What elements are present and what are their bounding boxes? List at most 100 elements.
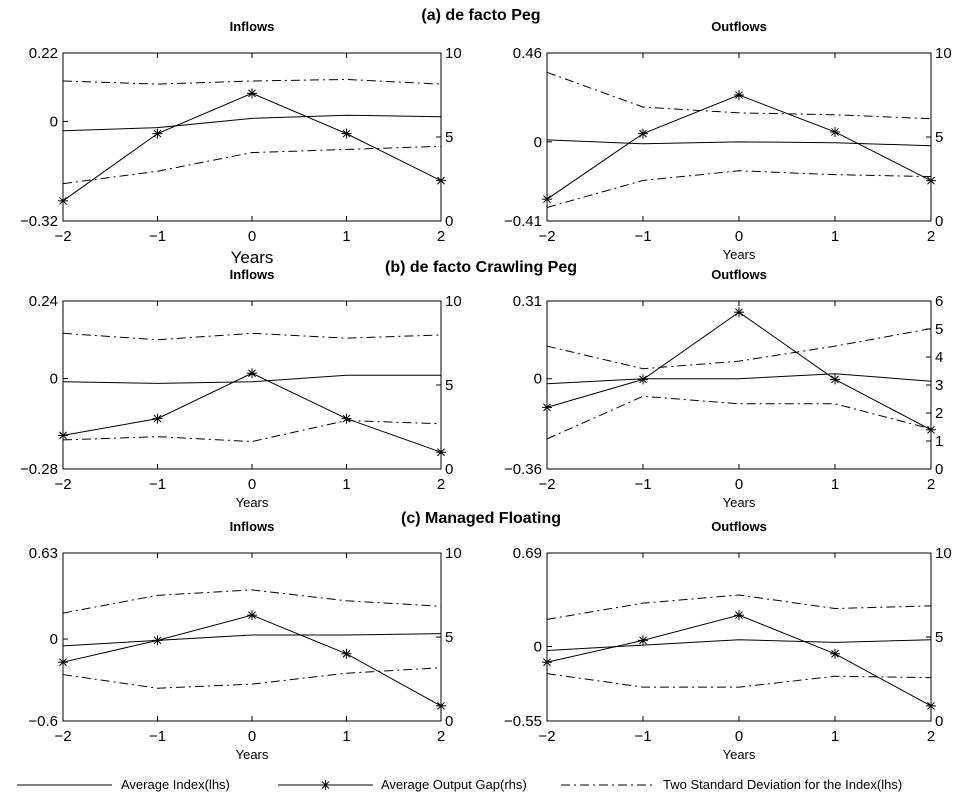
x-tick-label: −2 bbox=[538, 476, 555, 493]
series-point-output-gap bbox=[830, 126, 840, 137]
series-point-output-gap bbox=[542, 194, 552, 205]
y-right-tick-label: 0 bbox=[935, 713, 943, 730]
panel-peg-outflows: Outflows −2 −1 0 1 2 Years −0.41 0 0.46 0 5 10 bbox=[504, 19, 952, 262]
y-left-tick-label: 0.31 bbox=[513, 293, 542, 310]
panel-title: Outflows bbox=[711, 19, 767, 34]
axes-box bbox=[546, 52, 932, 222]
section-title-a: (a) de facto Peg bbox=[421, 7, 540, 24]
series-point-output-gap bbox=[830, 648, 840, 659]
x-tick-label: 2 bbox=[437, 228, 445, 245]
y-right-tick-label: 0 bbox=[935, 461, 943, 478]
x-tick-label: 2 bbox=[437, 728, 445, 745]
y-right-tick-label: 0 bbox=[445, 713, 453, 730]
x-tick-label: −1 bbox=[634, 228, 651, 245]
series-point-output-gap bbox=[638, 128, 648, 139]
series-line-std-band bbox=[546, 71, 932, 120]
axes-box bbox=[62, 52, 442, 222]
x-tick-label: 1 bbox=[342, 476, 350, 493]
series-line-std-band bbox=[62, 589, 442, 614]
series-point-output-gap bbox=[247, 368, 257, 379]
x-tick-label: −1 bbox=[149, 228, 166, 245]
panel-title: Inflows bbox=[230, 519, 275, 534]
series-line-output-gap bbox=[546, 614, 932, 707]
legend-item-average-output-gap: Average Output Gap(rhs) bbox=[278, 777, 527, 792]
y-right-tick-label: 10 bbox=[935, 45, 952, 62]
series-point-output-gap bbox=[734, 90, 744, 100]
x-tick-label: −2 bbox=[54, 476, 71, 493]
y-left-tick-label: 0 bbox=[534, 134, 542, 151]
panel-crawling-inflows: Inflows −2 −1 0 1 2 Years −0.28 0 0.24 0 5 10 bbox=[20, 267, 462, 510]
series-line-average-index bbox=[62, 374, 441, 384]
series-line-std-band bbox=[546, 673, 932, 688]
series-point-output-gap bbox=[341, 648, 352, 659]
series-point-output-gap bbox=[734, 307, 744, 318]
x-tick-label: 1 bbox=[831, 228, 839, 245]
series-point-output-gap bbox=[926, 424, 936, 435]
series-line-output-gap bbox=[546, 311, 932, 431]
axes-box bbox=[546, 552, 932, 722]
y-left-tick-label: 0 bbox=[50, 631, 58, 648]
x-tick-label: 2 bbox=[437, 476, 445, 493]
y-right-tick-label: 5 bbox=[445, 377, 453, 394]
series-line-average-index bbox=[546, 639, 932, 652]
x-axis-label: Years bbox=[723, 495, 756, 510]
legend-label-average-output-gap: Average Output Gap(rhs) bbox=[381, 777, 527, 792]
y-left-tick-label: −0.36 bbox=[504, 461, 542, 478]
series-line-output-gap bbox=[62, 92, 442, 202]
series-point-output-gap bbox=[638, 635, 648, 646]
x-tick-label: 1 bbox=[831, 476, 839, 493]
y-right-tick-label: 5 bbox=[935, 629, 943, 646]
series-point-output-gap bbox=[247, 610, 257, 621]
y-left-tick-label: −0.55 bbox=[504, 713, 542, 730]
series-point-output-gap bbox=[152, 413, 163, 424]
panel-title: Inflows bbox=[230, 267, 275, 282]
section-title-c: (c) Managed Floating bbox=[401, 510, 561, 527]
y-right-tick-label: 0 bbox=[445, 461, 453, 478]
x-axis-label: Years bbox=[236, 747, 269, 762]
x-tick-label: −2 bbox=[538, 228, 555, 245]
panel-managed-outflows: Outflows −2 −1 0 1 2 Years −0.55 0 0.69 0 5 10 bbox=[504, 519, 952, 762]
y-right-tick-label: 5 bbox=[935, 321, 943, 338]
y-right-tick-label: 0 bbox=[445, 213, 453, 230]
y-right-tick-label: 10 bbox=[445, 45, 462, 62]
axes-box bbox=[62, 552, 442, 722]
legend-item-two-std-dev: Two Standard Deviation for the Index(lhs… bbox=[561, 777, 902, 792]
panel-title: Outflows bbox=[711, 267, 767, 282]
y-left-tick-label: 0.24 bbox=[29, 293, 58, 310]
x-tick-label: 0 bbox=[735, 228, 743, 245]
y-right-tick-label: 10 bbox=[445, 293, 462, 310]
series-line-std-band bbox=[62, 332, 442, 341]
series-line-output-gap bbox=[62, 614, 442, 707]
series-line-std-band bbox=[62, 420, 442, 443]
series-point-output-gap bbox=[152, 635, 163, 646]
series-point-output-gap bbox=[436, 700, 446, 711]
x-tick-label: 2 bbox=[927, 476, 935, 493]
y-left-tick-label: 0.69 bbox=[513, 545, 542, 562]
series-line-average-index bbox=[62, 114, 442, 132]
series-point-output-gap bbox=[542, 402, 552, 413]
y-left-tick-label: 0.63 bbox=[29, 545, 58, 562]
y-right-tick-label: 6 bbox=[935, 293, 943, 310]
series-line-std-band bbox=[546, 594, 932, 620]
x-tick-label: 1 bbox=[342, 728, 350, 745]
series-line-std-band bbox=[62, 145, 442, 185]
x-tick-label: −1 bbox=[149, 476, 166, 493]
y-left-tick-label: 0 bbox=[50, 371, 58, 388]
series-line-average-index bbox=[546, 139, 932, 147]
panel-title: Outflows bbox=[711, 519, 767, 534]
y-left-tick-label: 0 bbox=[50, 113, 58, 130]
series-point-output-gap bbox=[436, 447, 446, 458]
panel-title: Inflows bbox=[230, 19, 275, 34]
x-tick-label: 0 bbox=[248, 228, 256, 245]
y-right-tick-label: 5 bbox=[445, 629, 453, 646]
series-point-output-gap bbox=[341, 413, 352, 424]
legend-label-average-index: Average Index(lhs) bbox=[121, 777, 230, 792]
y-right-tick-label: 0 bbox=[935, 213, 943, 230]
x-tick-label: 2 bbox=[927, 228, 935, 245]
panel-peg-inflows: Inflows −2 −1 0 1 2 Years −0.32 0 0.22 0 5 10 bbox=[20, 19, 462, 267]
y-left-tick-label: −0.28 bbox=[20, 461, 58, 478]
y-right-tick-label: 2 bbox=[935, 405, 943, 422]
series-line-output-gap bbox=[62, 372, 442, 453]
series-line-output-gap bbox=[546, 94, 932, 200]
series-point-output-gap bbox=[830, 374, 840, 385]
